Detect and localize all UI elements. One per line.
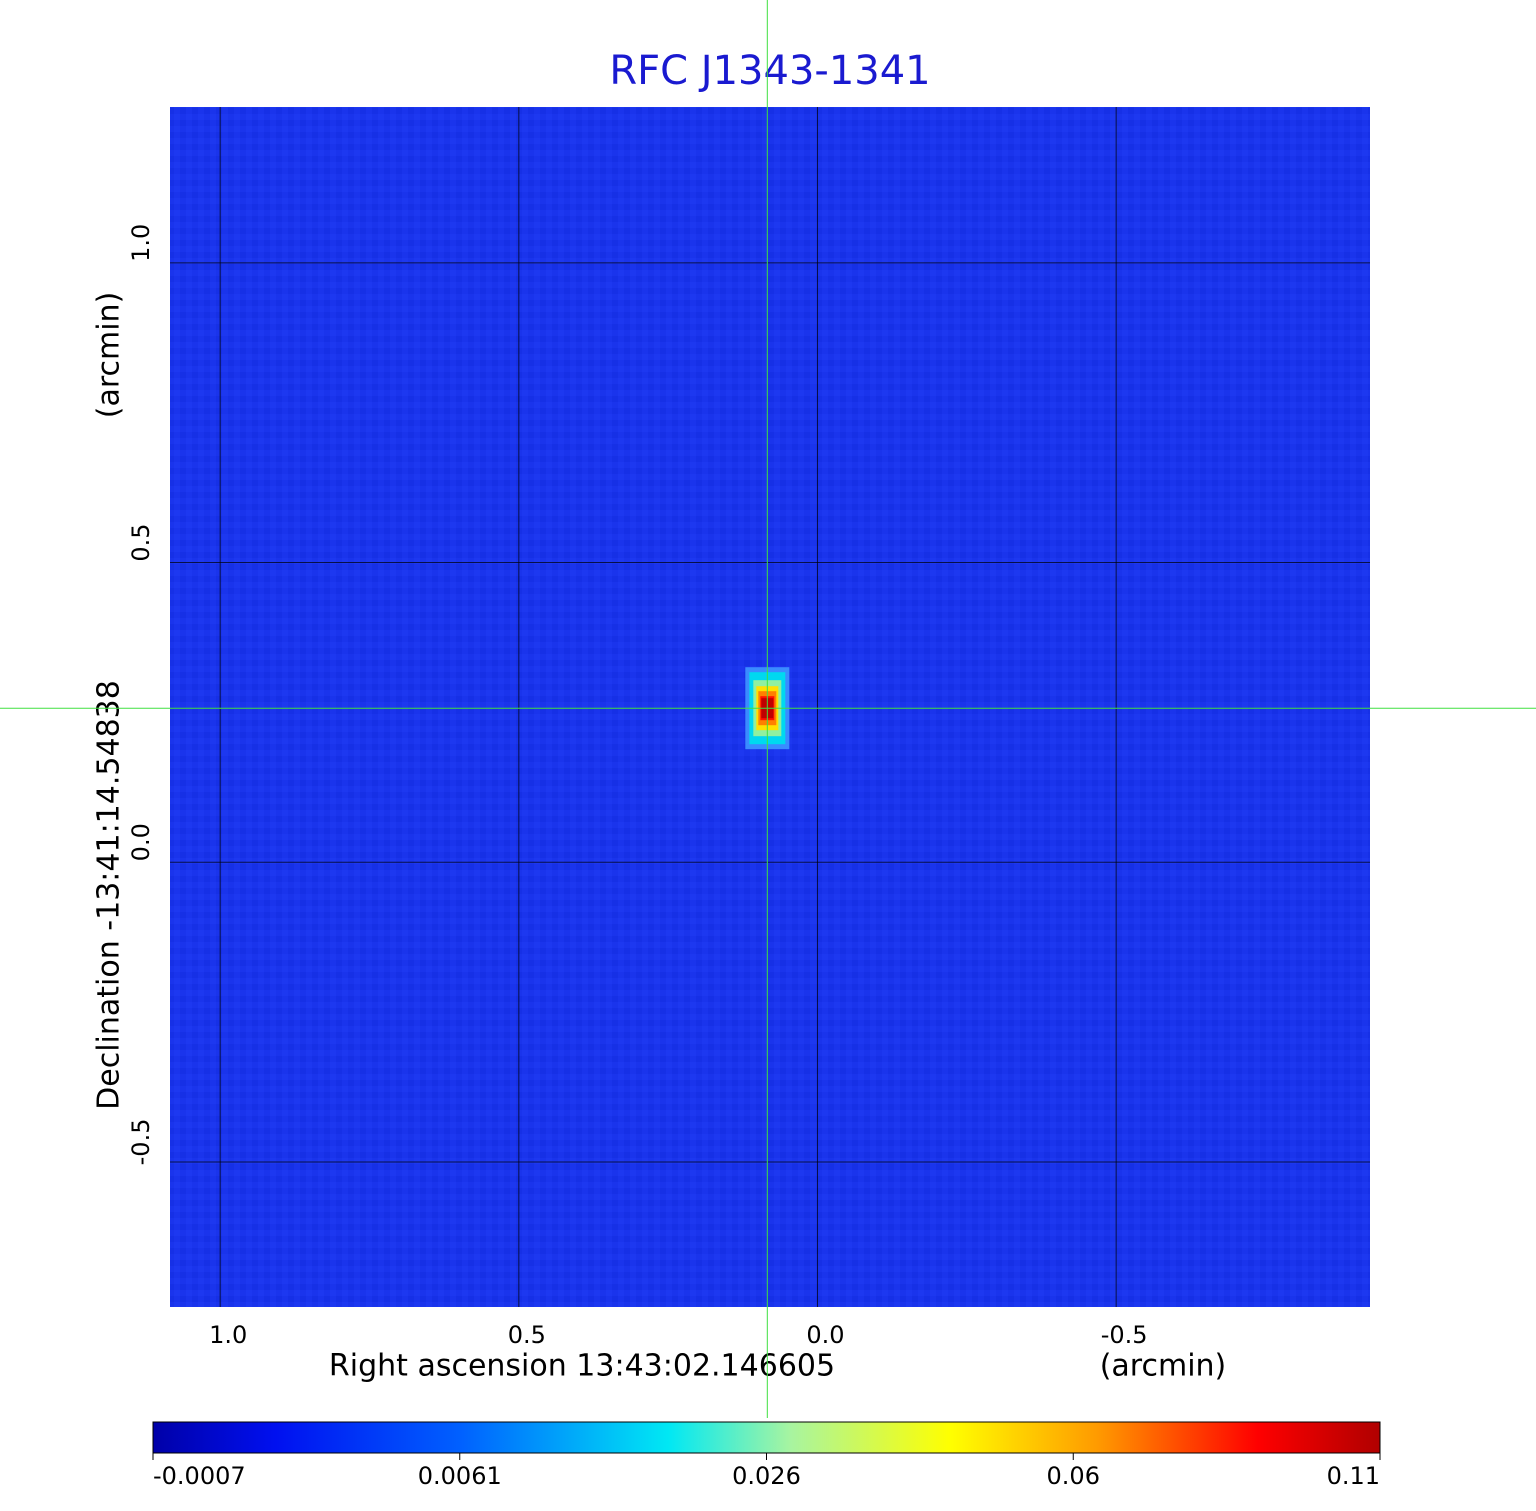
colorbar-tick-label: 0.0061: [418, 1462, 502, 1490]
y-tick-label: 1.0: [127, 224, 155, 262]
x-axis-label: Right ascension 13:43:02.146605: [329, 1349, 835, 1384]
x-tick-label: 1.0: [209, 1321, 247, 1349]
y-tick-label: 0.0: [127, 823, 155, 861]
colorbar: [152, 1421, 1381, 1454]
colorbar-tick-label: 0.11: [1327, 1462, 1380, 1490]
x-tick-label: 0.5: [508, 1321, 546, 1349]
colorbar-tick-label: -0.0007: [153, 1462, 246, 1490]
colorbar-tick-label: 0.026: [732, 1462, 801, 1490]
y-tick-label: -0.5: [127, 1119, 155, 1166]
y-axis-label: Declination -13:41:14.54838: [92, 680, 127, 1110]
x-axis-unit: (arcmin): [1100, 1349, 1227, 1384]
y-axis-unit: (arcmin): [92, 292, 127, 419]
x-tick-label: -0.5: [1101, 1321, 1148, 1349]
y-tick-label: 0.5: [127, 523, 155, 561]
x-tick-label: 0.0: [806, 1321, 844, 1349]
colorbar-tick-label: 0.06: [1047, 1462, 1100, 1490]
chart-title: RFC J1343-1341: [609, 48, 930, 94]
